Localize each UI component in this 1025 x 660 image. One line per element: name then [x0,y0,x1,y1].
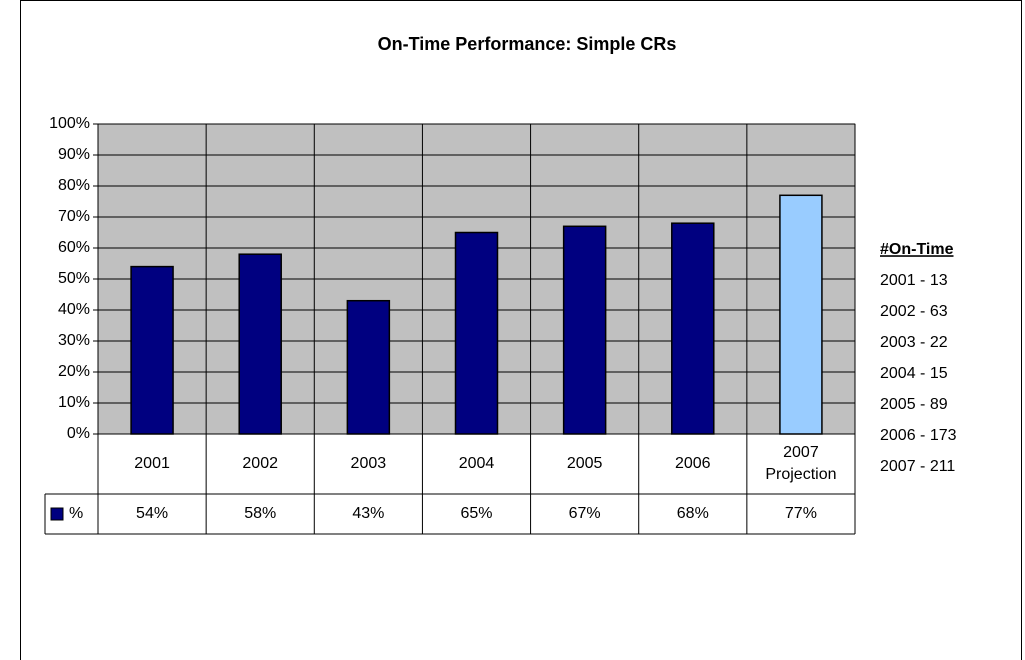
y-tick-label: 40% [58,301,90,318]
annotation-item: 2005 - 89 [880,396,948,413]
bar [130,265,174,435]
bar [671,222,715,435]
y-tick-label: 70% [58,208,90,225]
data-label: 43% [352,505,384,522]
annotation-item: 2003 - 22 [880,334,948,351]
annotation-title: #On-Time [880,241,954,258]
data-label: 54% [136,505,168,522]
bar [562,225,607,435]
bar [454,231,499,435]
annotation-item: 2001 - 13 [880,272,948,289]
bar [346,299,391,435]
data-label: 67% [569,505,601,522]
data-label: 58% [244,505,276,522]
legend-label: % [69,505,83,522]
y-tick-label: 100% [49,115,90,132]
annotation-item: 2004 - 15 [880,365,948,382]
y-tick-label: 60% [58,239,90,256]
x-tick-label: 2006 [674,455,711,472]
data-label: 77% [785,505,817,522]
chart-frame [20,0,1022,660]
y-tick-label: 20% [58,363,90,380]
y-tick-label: 10% [58,394,90,411]
data-label: 68% [677,505,709,522]
x-tick-label: 2004 [458,455,495,472]
legend-swatch [50,507,64,521]
annotation-item: 2006 - 173 [880,427,957,444]
bar [779,194,823,435]
annotation-item: 2007 - 211 [880,458,955,475]
y-tick-label: 90% [58,146,90,163]
data-label: 65% [460,505,492,522]
x-tick-label: 2003 [350,455,387,472]
chart-title: On-Time Performance: Simple CRs [378,34,677,54]
x-tick-label: 2002 [242,455,278,472]
x-tick-label: 2001 [134,455,170,472]
y-tick-label: 80% [58,177,90,194]
y-tick-label: 50% [58,270,90,287]
x-tick-label: 2005 [566,455,603,472]
x-tick-label: 2007 Projection [765,444,837,483]
y-tick-label: 30% [58,332,90,349]
annotation-item: 2002 - 63 [880,303,948,320]
y-tick-label: 0% [67,425,90,442]
bar [238,253,282,435]
